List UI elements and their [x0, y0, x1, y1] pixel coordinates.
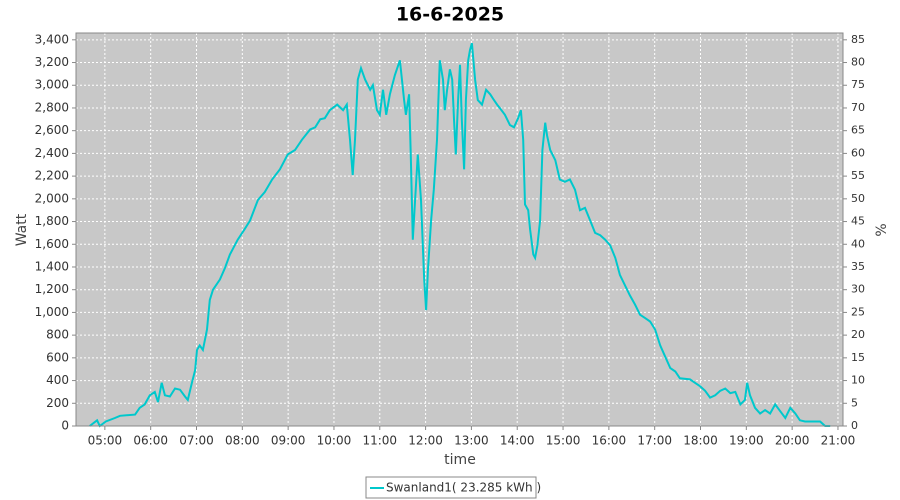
chart-title: 16-6-2025 [396, 4, 504, 26]
y-tick-label: 1,200 [35, 282, 69, 296]
x-tick-label: 20:00 [775, 434, 810, 448]
x-tick-label: 17:00 [637, 434, 672, 448]
x-tick-label: 11:00 [362, 434, 397, 448]
y-tick-label: 1,400 [35, 259, 69, 273]
y-tick-label: 2,000 [35, 191, 69, 205]
y2-tick-label: 25 [851, 305, 865, 318]
y-tick-label: 800 [46, 328, 69, 342]
y2-tick-label: 20 [851, 328, 865, 341]
x-tick-label: 16:00 [592, 434, 627, 448]
y2-tick-label: 60 [851, 146, 865, 159]
series-line [89, 42, 831, 428]
y-tick-label: 200 [46, 396, 69, 410]
y2-tick-label: 55 [851, 169, 865, 182]
y2-tick-label: 10 [851, 374, 865, 387]
x-tick-label: 21:00 [821, 434, 856, 448]
x-tick-label: 06:00 [133, 434, 168, 448]
y-axis-label: Watt [14, 213, 30, 246]
y-tick-label: 2,200 [35, 169, 69, 183]
x-tick-label: 14:00 [500, 434, 535, 448]
y-tick-label: 3,200 [35, 55, 69, 69]
plot-border [75, 32, 844, 427]
x-tick-label: 07:00 [179, 434, 214, 448]
y2-tick-label: 80 [851, 56, 865, 69]
y-tick-label: 1,800 [35, 214, 69, 228]
y2-tick-label: 15 [851, 351, 865, 364]
y-tick-label: 2,800 [35, 100, 69, 114]
y2-tick-label: 75 [851, 78, 865, 91]
y-tick-label: 600 [46, 350, 69, 364]
y2-tick-label: 35 [851, 260, 865, 273]
y2-tick-label: 65 [851, 124, 865, 137]
x-tick-label: 13:00 [454, 434, 489, 448]
y-tick-label: 0 [61, 419, 69, 433]
y2-tick-label: 0 [851, 419, 858, 432]
x-tick-label: 19:00 [729, 434, 764, 448]
y2-tick-label: 30 [851, 283, 865, 296]
x-tick-label: 10:00 [317, 434, 352, 448]
y2-tick-label: 5 [851, 396, 858, 409]
y-tick-label: 400 [46, 373, 69, 387]
y-tick-label: 1,600 [35, 237, 69, 251]
y-tick-label: 3,000 [35, 78, 69, 92]
y2-tick-label: 45 [851, 215, 865, 228]
x-tick-label: 18:00 [683, 434, 718, 448]
legend-label: Swanland1( 23.285 kWh ) [386, 481, 541, 495]
y2-axis-label: % [874, 223, 890, 236]
y-tick-label: 2,600 [35, 123, 69, 137]
y2-tick-label: 70 [851, 101, 865, 114]
x-tick-label: 05:00 [88, 434, 123, 448]
x-tick-label: 08:00 [225, 434, 260, 448]
x-tick-label: 15:00 [546, 434, 581, 448]
x-tick-label: 12:00 [408, 434, 443, 448]
y2-tick-label: 40 [851, 237, 865, 250]
x-tick-label: 09:00 [271, 434, 306, 448]
y2-tick-label: 85 [851, 33, 865, 46]
plot-area [75, 32, 844, 427]
legend [365, 476, 537, 499]
x-axis-label: time [444, 452, 476, 468]
y2-tick-label: 50 [851, 192, 865, 205]
y-tick-label: 2,400 [35, 146, 69, 160]
y-tick-label: 1,000 [35, 305, 69, 319]
y-tick-label: 3,400 [35, 32, 69, 46]
